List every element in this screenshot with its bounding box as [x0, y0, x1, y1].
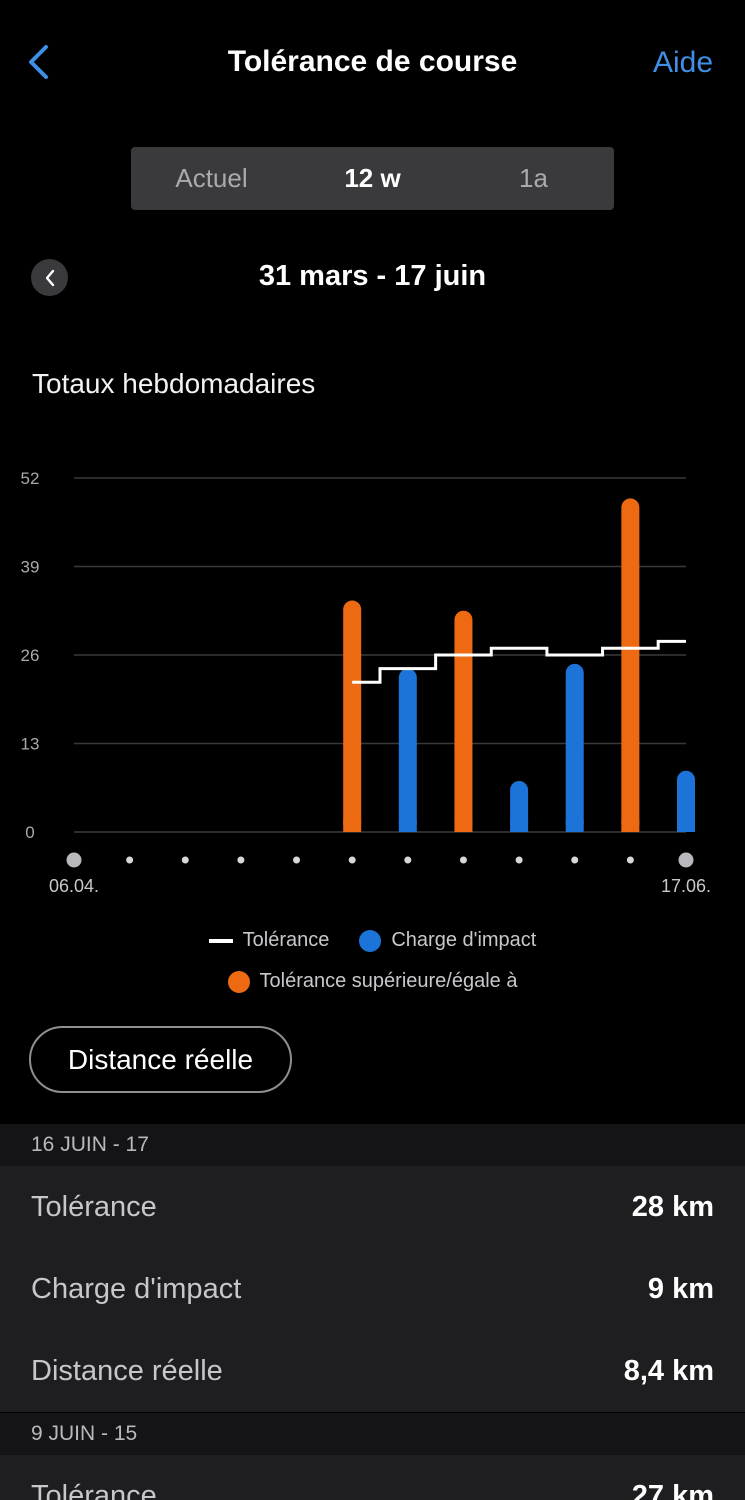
- week-group-rows: Tolérance 28 km Charge d'impact 9 km Dis…: [0, 1166, 745, 1412]
- x-axis-week-dot: [66, 852, 82, 868]
- legend-row-1: Tolérance Charge d'impact: [0, 929, 745, 952]
- bar-base: [343, 820, 362, 832]
- y-tick-label: 39: [21, 558, 40, 577]
- legend-blue-dot: [359, 929, 382, 952]
- week-group-rows: Tolérance 27 km: [0, 1455, 745, 1500]
- bar: [398, 668, 417, 832]
- nav-header: Tolérance de course Aide: [0, 0, 745, 125]
- legend-impact: Charge d'impact: [359, 929, 536, 952]
- bar-base: [454, 820, 473, 832]
- bar-base: [621, 820, 640, 832]
- chart-svg: 52 39 26 13 0 06.04. 17.06.: [21, 469, 711, 896]
- legend-row-2: Tolérance supérieure/égale à: [0, 970, 745, 993]
- row-label: Charge d'impact: [31, 1272, 242, 1305]
- x-start-label: 06.04.: [49, 876, 99, 896]
- bar-base: [398, 820, 417, 832]
- x-axis-week-dot: [348, 856, 356, 864]
- previous-period-button[interactable]: [31, 259, 68, 296]
- bar: [565, 663, 584, 832]
- y-tick-label: 13: [21, 735, 40, 754]
- table-row[interactable]: Distance réelle 8,4 km: [0, 1330, 745, 1412]
- actual-distance-button[interactable]: Distance réelle: [29, 1026, 292, 1093]
- weekly-totals-chart: 52 39 26 13 0 06.04. 17.06.: [0, 440, 745, 910]
- page-title: Tolérance de course: [227, 45, 518, 78]
- x-end-label: 17.06.: [661, 876, 711, 896]
- x-axis-week-dot: [459, 856, 467, 864]
- bar-base: [565, 820, 584, 832]
- tolerance-line: [352, 639, 686, 684]
- bar-base: [677, 820, 695, 832]
- row-label: Distance réelle: [31, 1354, 223, 1387]
- y-tick-label: 52: [21, 469, 40, 488]
- period-segmented-control: Actuel 12 w 1a: [131, 147, 614, 210]
- table-row[interactable]: Charge d'impact 9 km: [0, 1248, 745, 1330]
- row-label: Tolérance: [31, 1190, 157, 1223]
- legend-orange-dot: [227, 970, 250, 993]
- bar: [510, 780, 529, 832]
- legend-above: Tolérance supérieure/égale à: [227, 970, 518, 993]
- row-value: 27 km: [631, 1479, 714, 1500]
- row-value: 28 km: [631, 1190, 714, 1223]
- legend-line-swatch: [208, 938, 233, 943]
- x-axis-week-dot: [678, 852, 694, 868]
- x-axis-week-dot: [181, 856, 189, 864]
- back-button[interactable]: [18, 40, 58, 84]
- x-axis-week-dot: [293, 856, 301, 864]
- row-value: 8,4 km: [623, 1354, 714, 1387]
- bar: [343, 600, 362, 832]
- bar: [621, 498, 640, 832]
- table-row[interactable]: Tolérance 27 km: [0, 1455, 745, 1500]
- legend-tolerance-label: Tolérance: [242, 929, 330, 951]
- week-group-header: 16 JUIN - 17: [0, 1124, 745, 1166]
- row-label: Tolérance: [31, 1479, 157, 1500]
- bar-base: [510, 820, 529, 832]
- x-axis-week-dot: [626, 856, 634, 864]
- bar: [677, 770, 695, 832]
- legend-above-label: Tolérance supérieure/égale à: [259, 970, 518, 992]
- x-axis-week-dot: [571, 856, 579, 864]
- segment-current[interactable]: Actuel: [175, 163, 248, 193]
- segment-1-year[interactable]: 1a: [519, 163, 548, 193]
- week-group-header: 9 JUIN - 15: [0, 1413, 745, 1455]
- x-axis-week-dot: [404, 856, 412, 864]
- x-axis-week-dot: [126, 856, 134, 864]
- bar: [454, 610, 473, 832]
- y-tick-label: 26: [21, 646, 40, 665]
- date-range-label: 31 mars - 17 juin: [258, 260, 487, 292]
- section-title: Totaux hebdomadaires: [32, 368, 316, 399]
- chevron-left-icon: [29, 45, 48, 79]
- legend-impact-label: Charge d'impact: [391, 929, 537, 951]
- row-value: 9 km: [647, 1272, 714, 1305]
- x-axis-week-dot: [515, 856, 523, 864]
- segment-12-weeks[interactable]: 12 w: [344, 163, 401, 193]
- chevron-left-icon: [45, 269, 54, 286]
- help-button[interactable]: Aide: [652, 46, 713, 79]
- y-tick-label: 0: [25, 823, 34, 842]
- x-axis-week-dot: [237, 856, 245, 864]
- legend-tolerance: Tolérance: [208, 929, 330, 952]
- table-row[interactable]: Tolérance 28 km: [0, 1166, 745, 1248]
